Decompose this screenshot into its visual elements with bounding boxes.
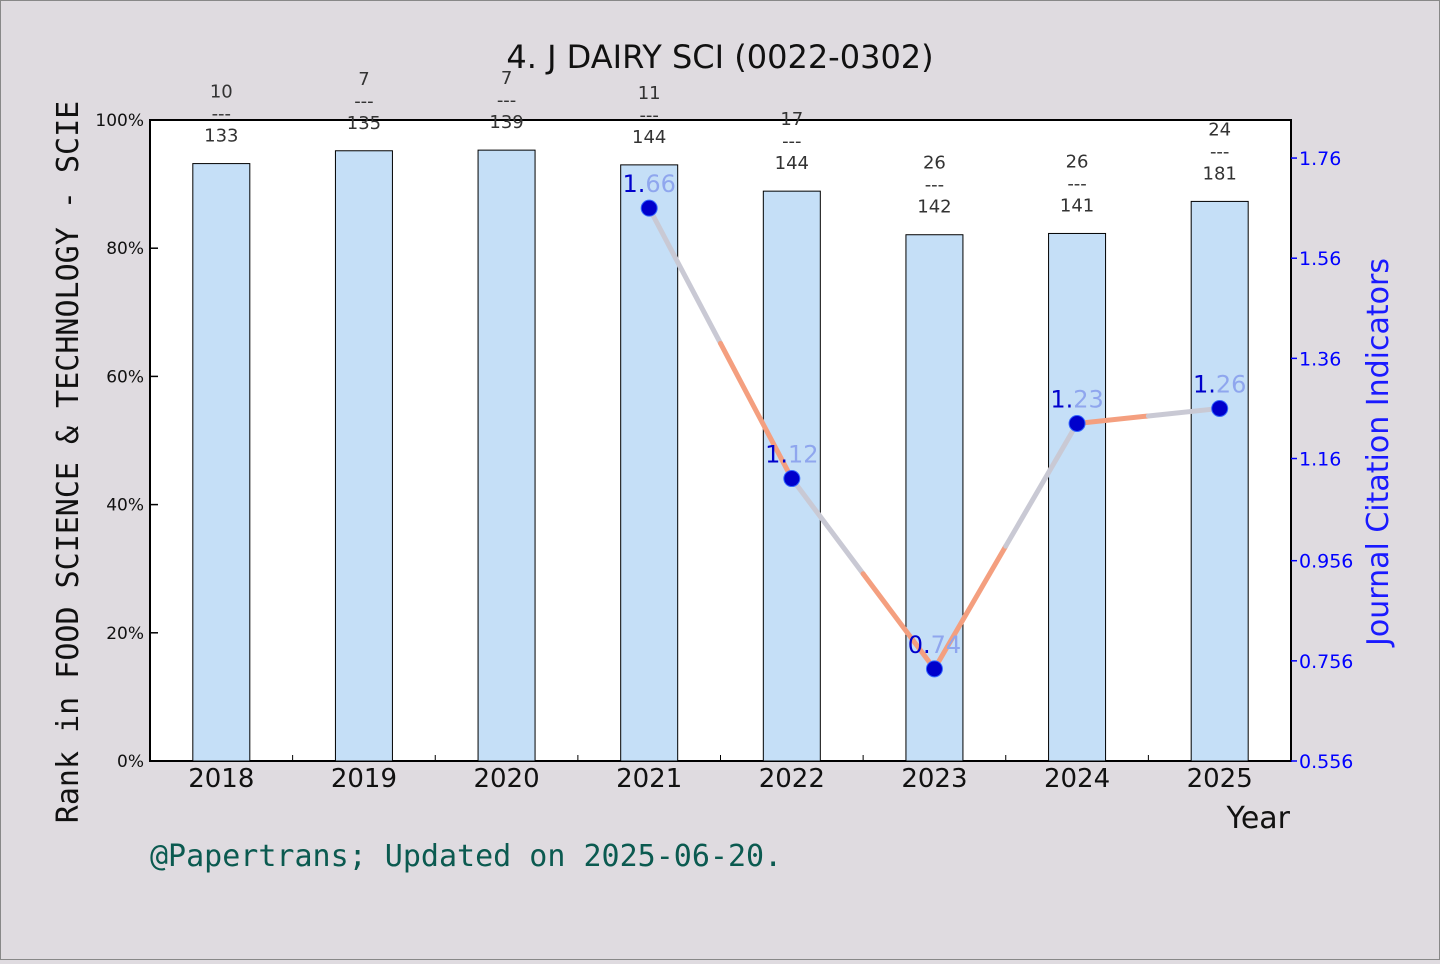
rank-divider-2023: --- <box>925 175 945 196</box>
bar-2025 <box>1190 200 1249 762</box>
x-axis-label: Year <box>1225 801 1290 836</box>
right-tick-label-0.756: 0.756 <box>1299 651 1353 673</box>
rank-divider-2018: --- <box>212 104 232 125</box>
right-tick-label-0.956: 0.956 <box>1299 551 1353 573</box>
jci-label-2024: 1.23 <box>1050 385 1103 413</box>
rank-divider-2020: --- <box>497 90 517 111</box>
right-tick-label-1.16: 1.16 <box>1299 449 1341 471</box>
left-tick-label-80: 80% <box>106 239 144 259</box>
rank-total-2023: 142 <box>917 197 951 218</box>
rank-total-2019: 135 <box>347 113 381 134</box>
right-tick-label-1.36: 1.36 <box>1299 348 1341 370</box>
jci-segment-2-b <box>1003 420 1080 549</box>
jci-segment-3-b <box>1145 405 1223 419</box>
jci-point-2024 <box>1068 414 1086 432</box>
left-axis: 0% 20% 40% 60% 80% 100% <box>95 111 158 772</box>
rank-total-2022: 144 <box>775 153 809 174</box>
jci-segment-1-a <box>789 476 866 577</box>
left-tick-label-40: 40% <box>106 496 144 516</box>
jci-label-2021: 1.66 <box>622 170 675 198</box>
plot-area <box>149 119 1292 762</box>
right-tick-label-1.56: 1.56 <box>1299 248 1341 270</box>
x-tick-label-2025: 2025 <box>1187 764 1253 794</box>
bar-2023 <box>905 234 964 762</box>
x-tick-label-2018: 2018 <box>188 764 254 794</box>
jci-segment-3-a <box>1074 413 1151 426</box>
rank-total-2018: 133 <box>204 126 238 147</box>
left-tick-label-100: 100% <box>95 111 144 131</box>
chart-title: 4. J DAIRY SCI (0022-0302) <box>506 38 933 76</box>
x-tick-label-2019: 2019 <box>331 764 397 794</box>
jci-label-2025: 1.26 <box>1193 370 1246 398</box>
right-axis-label: Journal Citation Indicators <box>1361 258 1396 648</box>
rank-numerator-2021: 11 <box>638 83 661 104</box>
rank-numerator-2018: 10 <box>210 82 233 103</box>
left-tick-label-60: 60% <box>106 367 144 387</box>
jci-label-2022: 1.12 <box>765 441 818 469</box>
rank-numerator-2023: 26 <box>923 153 946 174</box>
right-tick-label-1.76: 1.76 <box>1299 148 1341 170</box>
jci-point-2023 <box>925 660 943 678</box>
x-tick-label-2024: 2024 <box>1044 764 1110 794</box>
x-axis: 2018 2019 2020 2021 2022 2023 2024 2025 <box>188 755 1253 794</box>
x-tick-label-2020: 2020 <box>473 764 539 794</box>
rank-numerator-2020: 7 <box>501 68 512 89</box>
footer-note: @Papertrans; Updated on 2025-06-20. <box>150 839 782 874</box>
rank-divider-2021: --- <box>639 105 659 126</box>
right-axis: 0.556 0.756 0.956 1.16 1.36 1.56 1.76 <box>1291 148 1353 773</box>
jci-segment-0-b <box>718 340 795 482</box>
rank-divider-2022: --- <box>782 131 802 152</box>
bar-2020 <box>477 149 536 762</box>
bar-2018 <box>192 163 251 762</box>
rank-total-2021: 144 <box>632 127 666 148</box>
jci-segment-0-a <box>646 205 723 346</box>
rank-divider-2025: --- <box>1210 141 1230 162</box>
bar-2019 <box>334 150 393 762</box>
x-tick-label-2021: 2021 <box>616 764 682 794</box>
rank-total-2024: 141 <box>1060 195 1094 216</box>
rank-numerator-2024: 26 <box>1066 151 1089 172</box>
bars-group <box>192 149 1249 762</box>
jci-label-2023: 0.74 <box>908 631 961 659</box>
rank-total-2020: 139 <box>489 112 523 133</box>
jci-point-2022 <box>783 470 801 488</box>
bar-2021 <box>620 164 679 762</box>
left-axis-label: Rank in FOOD SCIENCE & TECHNOLOGY - SCIE <box>51 101 86 823</box>
x-tick-label-2023: 2023 <box>901 764 967 794</box>
bar-2024 <box>1048 232 1107 762</box>
rank-total-2025: 181 <box>1203 163 1237 184</box>
rank-divider-2024: --- <box>1067 173 1087 194</box>
jci-point-2025 <box>1211 399 1229 417</box>
jci-segment-1-b <box>860 571 937 672</box>
right-tick-label-0.556: 0.556 <box>1299 751 1353 773</box>
jci-segment-2-a <box>931 543 1009 672</box>
rank-numerator-2025: 24 <box>1208 119 1231 140</box>
left-tick-label-20: 20% <box>106 624 144 644</box>
jci-line-group: 1.66 1.12 0.74 1.23 1.26 <box>622 170 1246 678</box>
left-tick-label-0: 0% <box>117 752 144 772</box>
rank-divider-2019: --- <box>354 91 374 112</box>
rank-numerator-2019: 7 <box>358 69 369 90</box>
jci-point-2021 <box>640 199 658 217</box>
rank-numerator-2022: 17 <box>780 109 803 130</box>
x-tick-label-2022: 2022 <box>759 764 825 794</box>
